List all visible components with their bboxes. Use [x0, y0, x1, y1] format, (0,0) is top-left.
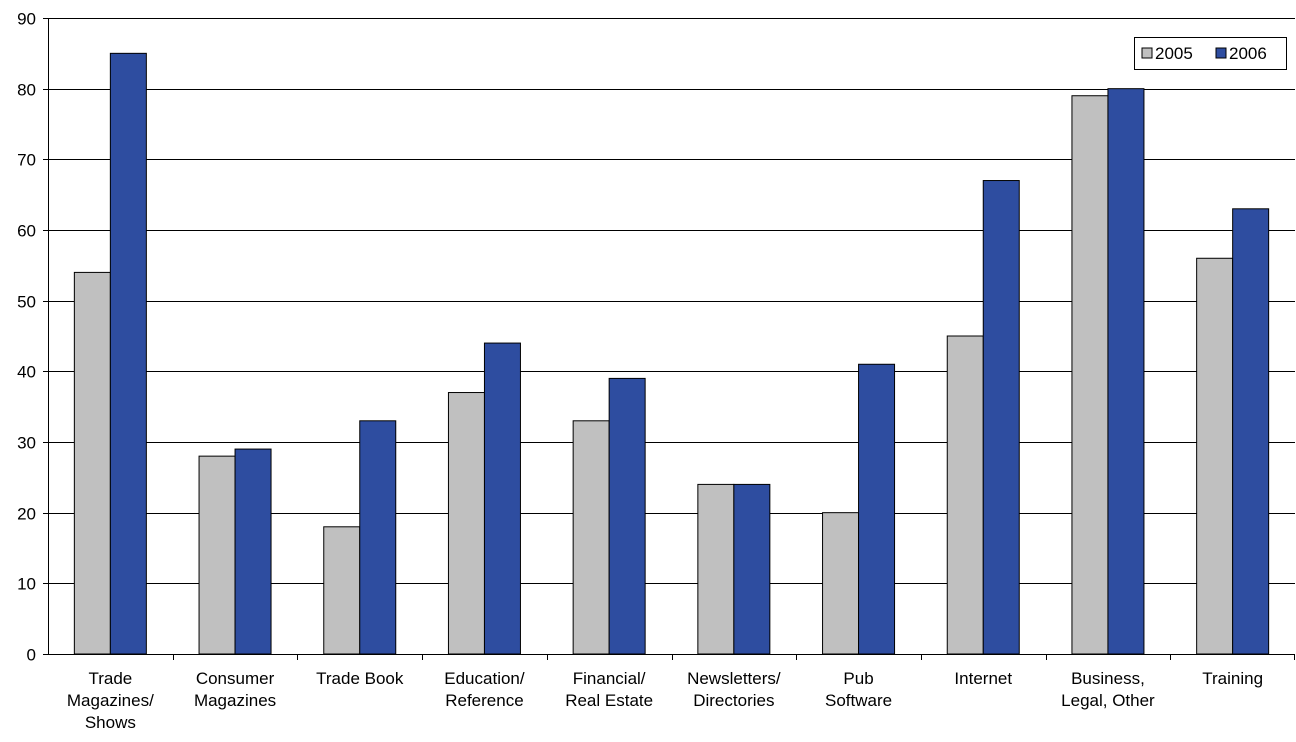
x-tick-label-line: Business,	[1071, 669, 1145, 688]
bar-2006-8	[1107, 88, 1145, 655]
x-tick-label-line: Trade Book	[316, 669, 404, 688]
bar-2005-0	[73, 271, 111, 655]
x-tick-label: Trade Book	[316, 669, 404, 688]
legend-swatch-2005	[1141, 47, 1153, 59]
x-tick-label: Pub Software	[825, 669, 892, 710]
x-tick-label-line: Reference	[445, 691, 523, 710]
bar-2005-9	[1196, 257, 1234, 655]
y-tick-label: 90	[17, 10, 36, 29]
x-tick-label-line: Magazines/	[67, 691, 154, 710]
bar-2006-0	[109, 52, 147, 655]
x-tick-label-line: Directories	[693, 691, 774, 710]
y-tick-label: 0	[27, 646, 36, 665]
x-tick-label-line: Shows	[85, 713, 136, 732]
legend-box	[1134, 37, 1287, 70]
bar-2006-3	[483, 342, 521, 655]
y-tick-label: 80	[17, 81, 36, 100]
x-tick-label-line: Magazines	[194, 691, 276, 710]
legend: 2005 2006	[1134, 37, 1287, 70]
legend-swatch-2006	[1215, 47, 1227, 59]
bar-2005-2	[323, 526, 361, 655]
bar-2006-5	[733, 483, 771, 655]
bar-2006-1	[234, 448, 272, 655]
y-tick-label: 70	[17, 151, 36, 170]
legend-label-2006: 2006	[1229, 44, 1267, 63]
x-tick-label-line: Financial/	[573, 669, 646, 688]
y-tick-label: 50	[17, 293, 36, 312]
legend-label-2005: 2005	[1155, 44, 1193, 63]
x-tick-label-line: Trade	[88, 669, 132, 688]
bar-2005-5	[697, 483, 735, 655]
x-tick-label: Newsletters/Directories	[687, 669, 781, 710]
x-tick-label: Trade Magazines/Shows	[67, 669, 154, 732]
x-tick-label-line: Training	[1202, 669, 1263, 688]
x-tick-label-line: Education/	[444, 669, 525, 688]
bar-2005-7	[946, 335, 984, 655]
x-tick-label: Internet	[954, 669, 1012, 688]
bars	[73, 52, 1270, 655]
x-tick-label: Financial/Real Estate	[565, 669, 653, 710]
x-tick-label-line: Legal, Other	[1061, 691, 1155, 710]
bar-2006-2	[359, 420, 397, 655]
x-tick-label: Training	[1202, 669, 1263, 688]
x-tick-label: Education/Reference	[444, 669, 525, 710]
axes: 0 10 20 30 40 50 60 70 80 90 Trade Magazines/Shows C…	[17, 10, 1295, 732]
y-tick-label: 60	[17, 222, 36, 241]
y-tick-label: 10	[17, 575, 36, 594]
x-tick-label-line: Internet	[954, 669, 1012, 688]
bar-2006-6	[858, 363, 896, 655]
x-tick-label-line: Real Estate	[565, 691, 653, 710]
x-tick-label-line: Newsletters/	[687, 669, 781, 688]
x-tick-label: Consumer Magazines	[194, 669, 276, 710]
bar-2005-3	[447, 392, 485, 655]
x-tick-label-line: Consumer	[196, 669, 275, 688]
y-tick-label: 20	[17, 505, 36, 524]
bar-2005-6	[822, 512, 860, 655]
x-tick-label: Business, Legal, Other	[1061, 669, 1155, 710]
x-tick-label-line: Pub	[843, 669, 873, 688]
bar-2005-4	[572, 420, 610, 655]
bar-2006-7	[982, 180, 1020, 655]
bar-2005-1	[198, 455, 236, 655]
bar-2005-8	[1071, 95, 1109, 655]
y-tick-label: 30	[17, 434, 36, 453]
bar-2006-4	[608, 377, 646, 655]
y-tick-label: 40	[17, 363, 36, 382]
bar-2006-9	[1232, 208, 1270, 655]
x-tick-label-line: Software	[825, 691, 892, 710]
